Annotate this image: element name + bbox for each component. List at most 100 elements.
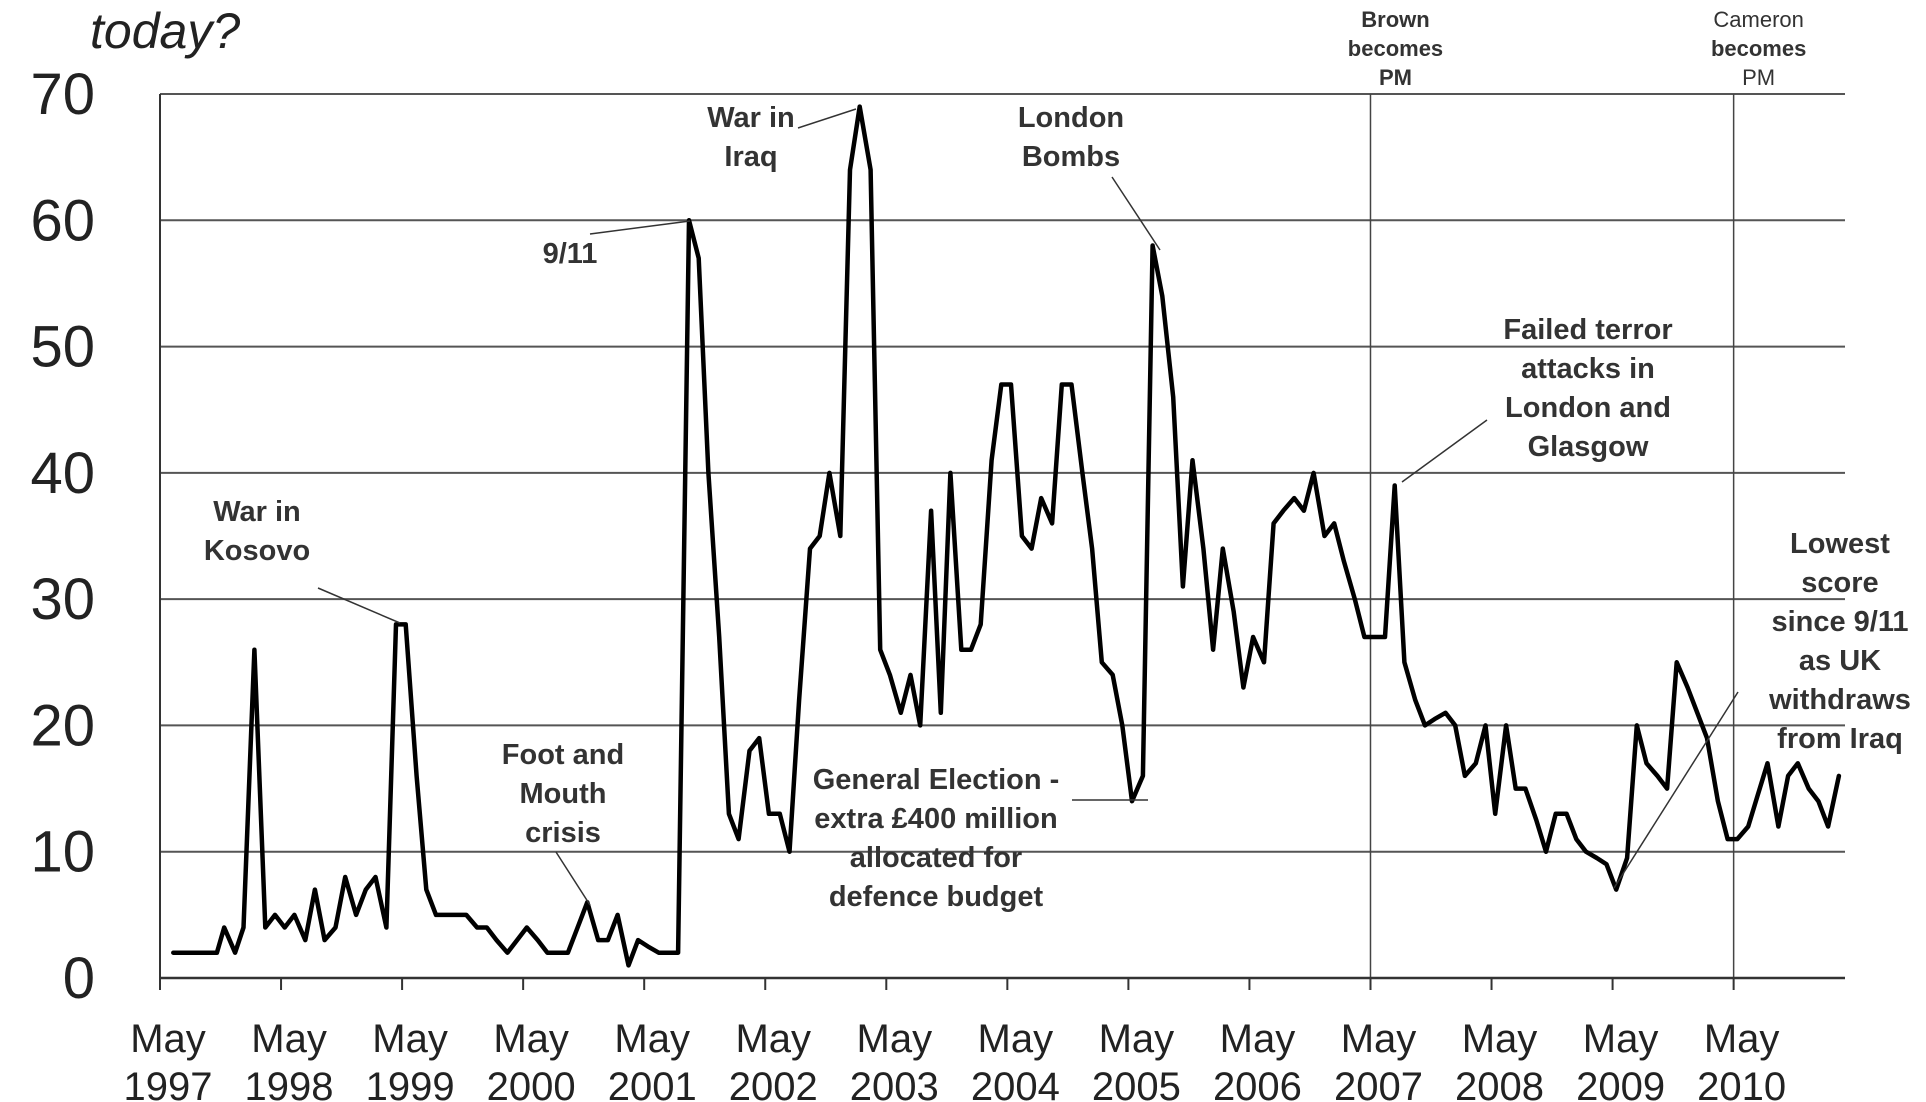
y-tick-label-60: 60 <box>30 188 95 253</box>
data-point-0-5 <box>234 952 236 954</box>
data-point-0-161 <box>1808 788 1810 790</box>
data-point-0-133 <box>1525 788 1527 790</box>
data-point-0-160 <box>1797 763 1799 765</box>
data-point-0-70 <box>889 674 891 676</box>
annotation-iraq-leader <box>798 109 856 128</box>
x-tick-label-month-8: May <box>1099 1017 1175 1061</box>
data-point-0-14 <box>324 939 326 941</box>
annotation-lowest-score-line-2: since 9/11 <box>1771 606 1908 638</box>
y-tick-label-30: 30 <box>30 567 95 632</box>
data-point-0-20 <box>386 927 388 929</box>
event-label-0-2: PM <box>1379 65 1412 90</box>
data-point-0-73 <box>919 725 921 727</box>
data-point-0-39 <box>577 927 579 929</box>
data-point-0-164 <box>1838 775 1840 777</box>
annotation-lowest-score: Lowestscoresince 9/11as UKwithdrawsfrom … <box>1614 528 1911 888</box>
data-point-0-142 <box>1615 889 1617 891</box>
data-point-0-59 <box>779 813 781 815</box>
series <box>173 106 1840 966</box>
data-point-0-75 <box>940 712 942 714</box>
data-point-0-141 <box>1606 864 1608 866</box>
data-point-0-6 <box>243 927 245 929</box>
data-point-0-27 <box>456 914 458 916</box>
x-tick-label-year-2: 1999 <box>366 1065 455 1102</box>
x-tick-label-month-3: May <box>493 1017 569 1061</box>
data-point-0-155 <box>1747 826 1749 828</box>
data-point-0-42 <box>607 939 609 941</box>
data-point-0-17 <box>355 914 357 916</box>
data-point-0-28 <box>466 914 468 916</box>
data-point-0-45 <box>637 939 639 941</box>
annotation-foot-mouth-line-1: Mouth <box>520 778 607 810</box>
y-tick-label-0: 0 <box>63 946 95 1011</box>
data-point-0-125 <box>1445 712 1447 714</box>
event-label-1-1: becomes <box>1711 36 1806 61</box>
x-tick-label-month-2: May <box>372 1017 448 1061</box>
data-point-0-88 <box>1071 384 1073 386</box>
data-point-0-150 <box>1697 712 1699 714</box>
annotation-london-bombs-leader <box>1112 177 1160 250</box>
annotation-lowest-score-line-1: score <box>1801 567 1878 599</box>
data-point-0-83 <box>1021 535 1023 537</box>
data-point-0-51 <box>698 257 700 259</box>
x-tick-label-year-13: 2010 <box>1697 1065 1786 1102</box>
data-point-0-47 <box>658 952 660 954</box>
annotation-london-bombs-line-1: Bombs <box>1022 141 1120 173</box>
data-point-0-121 <box>1404 662 1406 664</box>
x-tick-label-month-13: May <box>1704 1017 1780 1061</box>
data-point-0-85 <box>1040 497 1042 499</box>
data-point-0-4 <box>223 927 225 929</box>
data-point-0-56 <box>749 750 751 752</box>
data-point-0-96 <box>1152 245 1154 247</box>
annotation-foot-mouth: Foot and Mouth crisis <box>502 739 624 905</box>
data-point-0-66 <box>849 169 851 171</box>
x-tick-label-year-11: 2008 <box>1455 1065 1544 1102</box>
x-tick-label-year-7: 2004 <box>971 1065 1060 1102</box>
data-point-0-91 <box>1101 662 1103 664</box>
data-point-0-7 <box>254 649 256 651</box>
data-point-0-97 <box>1162 295 1164 297</box>
data-point-0-1 <box>187 952 189 954</box>
data-point-0-139 <box>1585 851 1587 853</box>
x-tick-label-year-9: 2006 <box>1213 1065 1302 1102</box>
data-point-0-117 <box>1364 636 1366 638</box>
data-point-0-163 <box>1827 826 1829 828</box>
chart-title: today? <box>90 3 240 59</box>
x-tick-label-year-0: 1997 <box>124 1065 213 1102</box>
data-point-0-43 <box>617 914 619 916</box>
data-point-0-126 <box>1454 725 1456 727</box>
data-point-0-152 <box>1717 800 1719 802</box>
data-point-0-146 <box>1657 775 1659 777</box>
data-point-0-29 <box>476 927 478 929</box>
annotation-sept11-line-0: 9/11 <box>543 238 598 270</box>
data-point-0-23 <box>416 775 418 777</box>
data-point-0-8 <box>265 927 267 929</box>
data-point-0-93 <box>1122 725 1124 727</box>
data-point-0-89 <box>1082 472 1084 474</box>
data-point-0-153 <box>1727 838 1729 840</box>
data-point-0-143 <box>1626 857 1628 859</box>
event-vertical-lines: BrownbecomesPMCameronbecomesPM <box>1348 7 1807 978</box>
x-tick-label-year-8: 2005 <box>1092 1065 1181 1102</box>
data-point-0-127 <box>1464 775 1466 777</box>
data-point-0-41 <box>597 939 599 941</box>
data-point-0-2 <box>202 952 204 954</box>
data-point-0-101 <box>1203 548 1205 550</box>
data-point-0-159 <box>1787 775 1789 777</box>
data-point-0-54 <box>728 813 730 815</box>
x-tick-label-month-0: May <box>130 1017 206 1061</box>
data-point-0-113 <box>1324 535 1326 537</box>
x-tick-label-month-7: May <box>978 1017 1054 1061</box>
data-point-0-147 <box>1666 788 1668 790</box>
data-point-0-148 <box>1676 662 1678 664</box>
y-tick-label-40: 40 <box>30 441 95 506</box>
data-point-0-72 <box>910 674 912 676</box>
data-point-0-124 <box>1434 718 1436 720</box>
data-point-0-122 <box>1415 699 1417 701</box>
x-tick-label-year-10: 2007 <box>1334 1065 1423 1102</box>
data-point-0-151 <box>1706 737 1708 739</box>
data-point-0-48 <box>668 952 670 954</box>
data-point-0-131 <box>1505 725 1507 727</box>
data-point-0-16 <box>344 876 346 878</box>
